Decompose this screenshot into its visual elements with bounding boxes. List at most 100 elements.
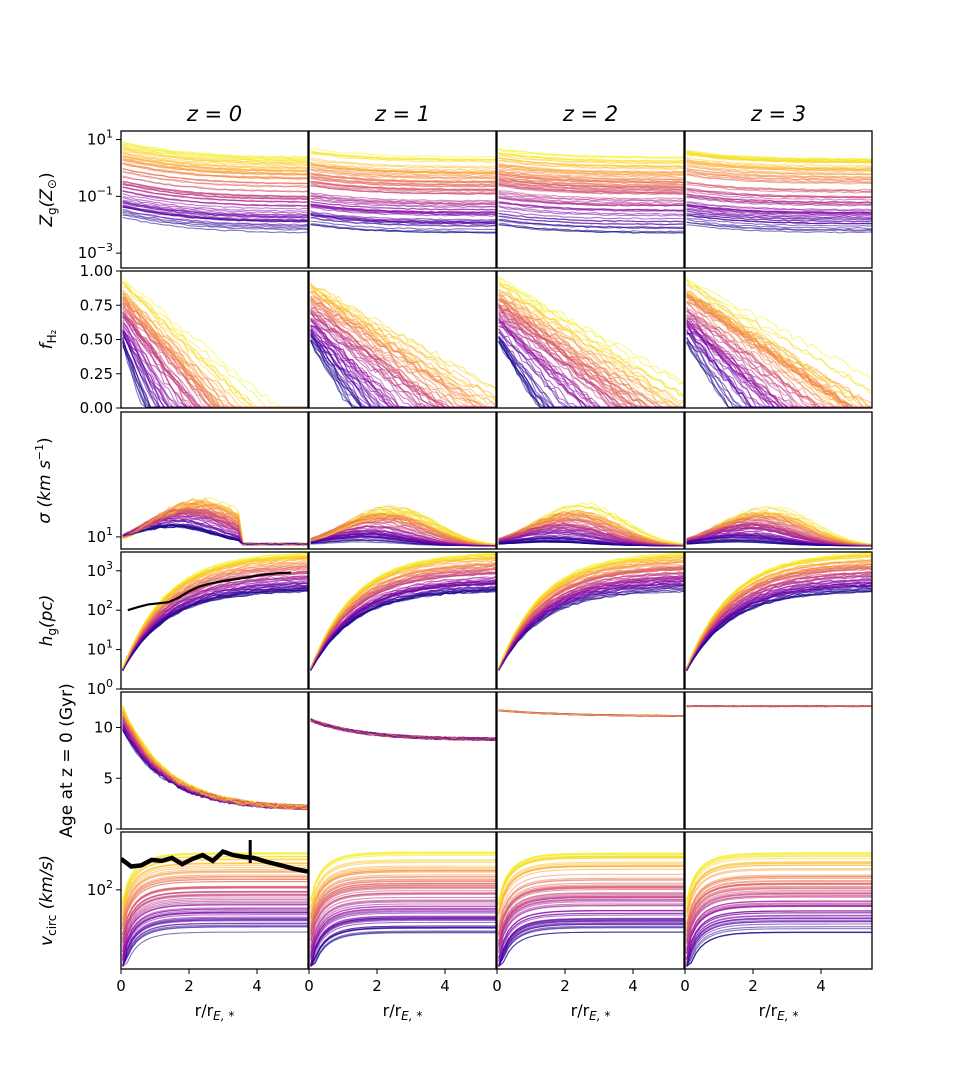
profile-line [686, 284, 872, 408]
profile-line [310, 925, 496, 967]
profile-line [310, 868, 496, 917]
profile-line [498, 219, 684, 229]
profile-line [498, 894, 684, 943]
profile-line [122, 881, 308, 930]
y-tick-label: 101 [87, 525, 113, 546]
profile-line [498, 224, 684, 234]
panel-frame [496, 551, 685, 690]
profile-line [686, 896, 872, 945]
panel-frame [120, 551, 309, 690]
profile-line [686, 166, 872, 176]
profile-line [686, 210, 872, 221]
profile-line [122, 190, 308, 207]
profile-line [122, 931, 308, 967]
profile-line [686, 218, 872, 230]
profile-line [686, 918, 872, 967]
profile-line [498, 215, 684, 226]
panel [309, 832, 496, 969]
profile-line [310, 207, 496, 217]
profile-line [686, 217, 872, 227]
profile-line [310, 212, 496, 222]
y-axis-label: Zg(Z⊙) [37, 172, 59, 227]
profile-line [310, 921, 496, 967]
profile-line [686, 874, 872, 923]
x-tick-label: 4 [252, 977, 262, 995]
profile-line [686, 173, 872, 184]
profile-line [310, 915, 496, 964]
y-tick-label: 103 [87, 559, 113, 580]
profile-line [310, 926, 496, 967]
profile-line [122, 926, 308, 967]
observation-line [127, 571, 292, 612]
profile-line [498, 518, 684, 546]
profile-line [686, 893, 872, 942]
panel [309, 552, 496, 689]
profile-line [498, 853, 684, 902]
x-tick-label: 0 [304, 977, 314, 995]
observation-line [121, 849, 308, 874]
y-tick-label: 0.25 [80, 365, 113, 383]
profile-line [310, 198, 496, 209]
y-tick-label: 0.00 [80, 399, 113, 417]
profile-line [310, 903, 496, 952]
profile-line [122, 895, 308, 944]
profile-line [122, 301, 308, 408]
profile-line [310, 909, 496, 958]
panel-frame [684, 551, 873, 690]
profile-line [498, 889, 684, 938]
profile-line [310, 901, 496, 950]
profile-line [310, 220, 496, 231]
x-tick-label: 4 [816, 977, 826, 995]
panel-frame [120, 691, 309, 830]
profile-line [686, 919, 872, 967]
profile-line [686, 323, 872, 408]
profile-line [498, 887, 684, 936]
panel-frame [308, 270, 497, 409]
profile-line [686, 187, 872, 198]
profile-line [498, 918, 684, 967]
profile-line [686, 855, 872, 905]
profile-line [498, 879, 684, 928]
profile-line [686, 885, 872, 934]
profile-line [498, 926, 684, 967]
profile-line [122, 208, 308, 226]
profile-line [498, 512, 684, 546]
profile-line [122, 167, 308, 185]
profile-line [498, 892, 684, 941]
profile-line [122, 897, 308, 946]
profile-line [122, 170, 308, 188]
profile-line [310, 899, 496, 948]
profile-line [498, 882, 684, 931]
profile-line [310, 718, 496, 741]
profile-line [686, 852, 872, 901]
profile-line [686, 541, 872, 547]
profile-line [498, 580, 684, 670]
profile-line [122, 143, 308, 160]
profile-line [122, 717, 308, 810]
profile-line [122, 916, 308, 965]
profile-line [122, 904, 308, 953]
profile-line [686, 563, 872, 669]
profile-line [686, 183, 872, 194]
y-tick-label: 101 [87, 128, 113, 149]
profile-line [122, 903, 308, 952]
profile-line [686, 283, 872, 392]
panel [685, 271, 872, 408]
profile-line [498, 337, 684, 408]
panel [497, 271, 684, 408]
profile-line [686, 221, 872, 231]
profile-line [686, 161, 872, 172]
profile-line [122, 557, 308, 669]
profile-line [310, 297, 496, 408]
profile-line [686, 277, 872, 408]
profile-line [686, 883, 872, 932]
profile-line [686, 915, 872, 964]
profile-line [310, 875, 496, 925]
y-tick-label: 0 [103, 820, 113, 838]
profile-line [122, 281, 308, 408]
profile-line [686, 152, 872, 163]
profile-line [310, 585, 496, 670]
profile-line [310, 874, 496, 923]
profile-line [122, 197, 308, 214]
x-axis-label: r/rE, * [195, 1001, 235, 1023]
